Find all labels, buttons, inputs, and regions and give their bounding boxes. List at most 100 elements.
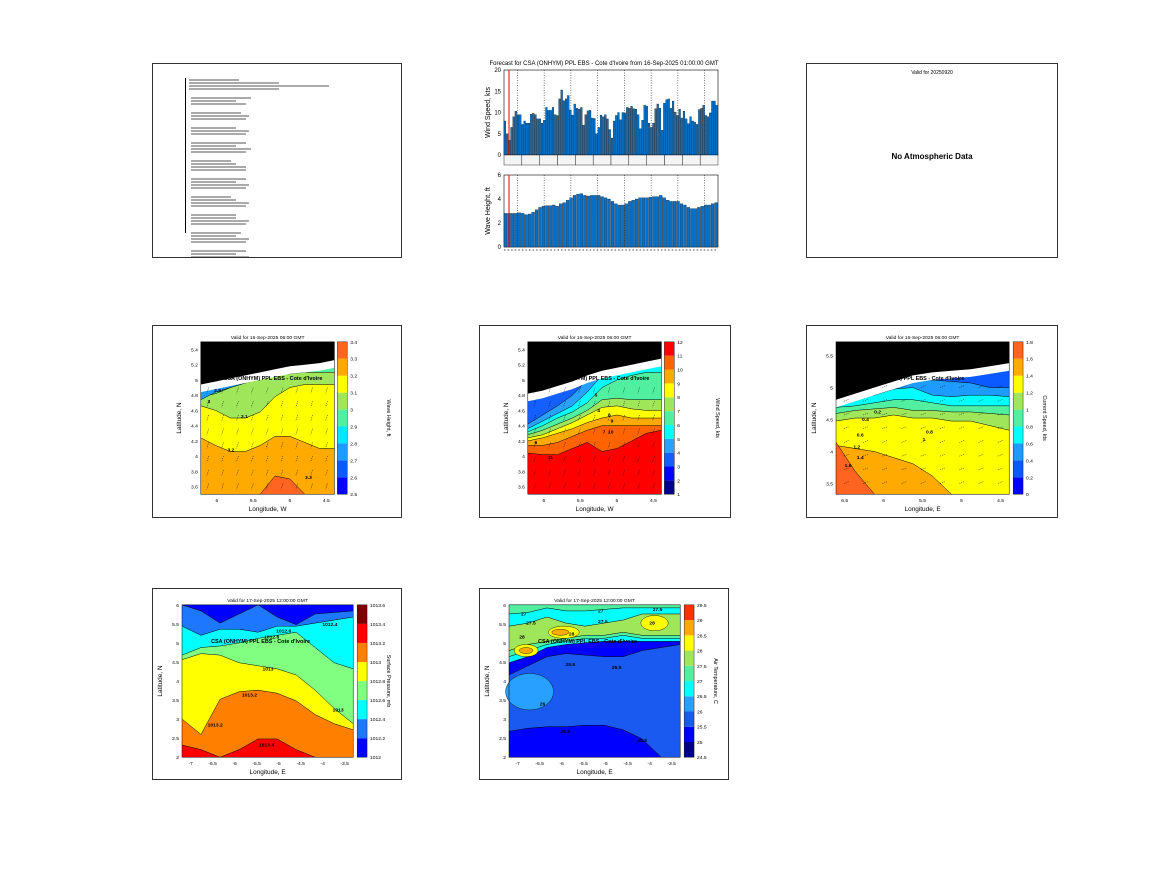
contour-label: 0.4 [862, 417, 869, 423]
vector-arrow [997, 467, 1003, 471]
y-tick-label: 5.5 [826, 354, 833, 360]
contour-line [508, 635, 681, 657]
vector-arrow [843, 467, 849, 471]
vector-arrow [997, 426, 1003, 429]
y-tick-label: 4 [503, 679, 506, 685]
contour-band [551, 629, 570, 636]
y-tick-label: 6 [503, 603, 506, 609]
colorbar-label: Current Speed, kts [1041, 395, 1047, 441]
x-tick-label: 6 [882, 498, 885, 504]
contour-line [181, 616, 354, 636]
vector-arrow [882, 385, 888, 388]
wind-bar [556, 115, 559, 156]
report-text-line [191, 130, 249, 132]
colorbar-tick-label: 0.4 [1026, 458, 1033, 464]
y-tick-label: 4.4 [191, 424, 198, 430]
wave-bar [648, 197, 653, 248]
colorbar-tick-label: 1013.4 [370, 622, 385, 628]
wind-ytick: 15 [494, 89, 501, 95]
colorbar-swatch [337, 375, 348, 393]
colorbar-swatch [664, 383, 675, 398]
wave-bar [541, 206, 546, 248]
y-tick-label: 4 [195, 454, 198, 460]
wave-height-map: Valid for 16-Sep-2025 06:00 GMT 2.9 3 3.1 3.… [176, 335, 391, 513]
x-tick-label: 5.5 [919, 498, 926, 504]
colorbar-tick-label: 2.6 [350, 475, 357, 481]
atmospheric-panel: Valid for 20250920 No Atmospheric Data [806, 63, 1058, 258]
wave-bar [572, 195, 577, 248]
y-tick-label: 6 [176, 603, 179, 609]
wind-bar [569, 109, 572, 156]
vector-arrow [959, 399, 965, 402]
contour-label: 2.9 [214, 388, 221, 394]
wind-bar [530, 114, 533, 156]
colorbar-tick-label: 0 [1026, 492, 1029, 498]
wind-bar [709, 112, 712, 156]
wind-bar [586, 110, 589, 156]
wind-bar [525, 123, 528, 156]
colorbar-swatch [1013, 392, 1024, 410]
report-text-line [191, 235, 236, 237]
vector-arrow [863, 385, 869, 388]
wave-bar [586, 195, 590, 248]
y-tick-label: 4.5 [826, 418, 833, 424]
colorbar-swatch [664, 466, 675, 481]
wind-bar [663, 103, 666, 156]
vector-arrow [901, 426, 907, 429]
colorbar-tick-label: 28.5 [697, 633, 707, 639]
colorbar-label: Wind Speed, kts [714, 398, 720, 438]
wave-bar [566, 200, 570, 248]
vector-arrow [863, 426, 869, 429]
vector-arrow [940, 467, 946, 471]
y-tick-label: 3.5 [172, 698, 179, 704]
wind-bar [543, 120, 546, 156]
contour-field [835, 341, 1010, 495]
wave-bar [531, 212, 535, 248]
contour-line [527, 414, 662, 442]
wave-ytick: 6 [498, 173, 502, 179]
report-text-line [191, 196, 231, 198]
contour-label: 27 [598, 608, 604, 614]
y-tick-label: 5 [830, 386, 833, 392]
wind-ytick: 5 [498, 132, 502, 138]
colorbar-swatch [664, 411, 675, 425]
y-tick-label: 4.5 [499, 660, 506, 666]
contour-label: 10 [608, 429, 614, 435]
wave-height-map-panel: Valid for 16-Sep-2025 06:00 GMT 2.9 3 3.1 3.… [152, 325, 402, 518]
colorbar-swatch [684, 726, 695, 742]
x-axis-label: Longitude, E [905, 506, 941, 513]
y-axis-label: Latitude, N [176, 402, 183, 433]
wind-bar [551, 107, 555, 156]
colorbar-tick-label: 1012.4 [370, 717, 385, 723]
land-mask [527, 341, 662, 394]
vector-arrow [920, 453, 926, 457]
vector-arrow [920, 426, 926, 429]
wind-bar [534, 114, 537, 156]
wind-bar [678, 108, 681, 156]
wind-bar [560, 89, 563, 156]
y-tick-label: 3 [503, 717, 506, 723]
wind-bar [639, 128, 642, 156]
wave-bar [617, 204, 621, 248]
report-text-line [189, 79, 239, 81]
colorbar-swatch [357, 604, 368, 624]
wind-bar [700, 108, 703, 156]
colorbar-swatch [337, 443, 348, 461]
report-text-line [191, 163, 236, 165]
wind-bar [619, 119, 622, 156]
colorbar-tick-label: 3.3 [350, 357, 357, 363]
report-text-line [189, 88, 279, 90]
contour-label: 1013.4 [259, 743, 274, 749]
wind-bar [519, 114, 522, 156]
y-tick-label: 2 [503, 755, 506, 761]
plot-frame [181, 604, 354, 758]
report-text-line [191, 160, 231, 162]
vector-arrow [978, 412, 984, 416]
wave-bar [579, 193, 583, 248]
vector-arrow [863, 440, 869, 443]
plot-frame [508, 604, 681, 758]
vector-arrow [959, 467, 965, 471]
contour-label: 11 [548, 455, 553, 461]
wind-bar [643, 105, 646, 156]
wind-bar [645, 106, 648, 156]
